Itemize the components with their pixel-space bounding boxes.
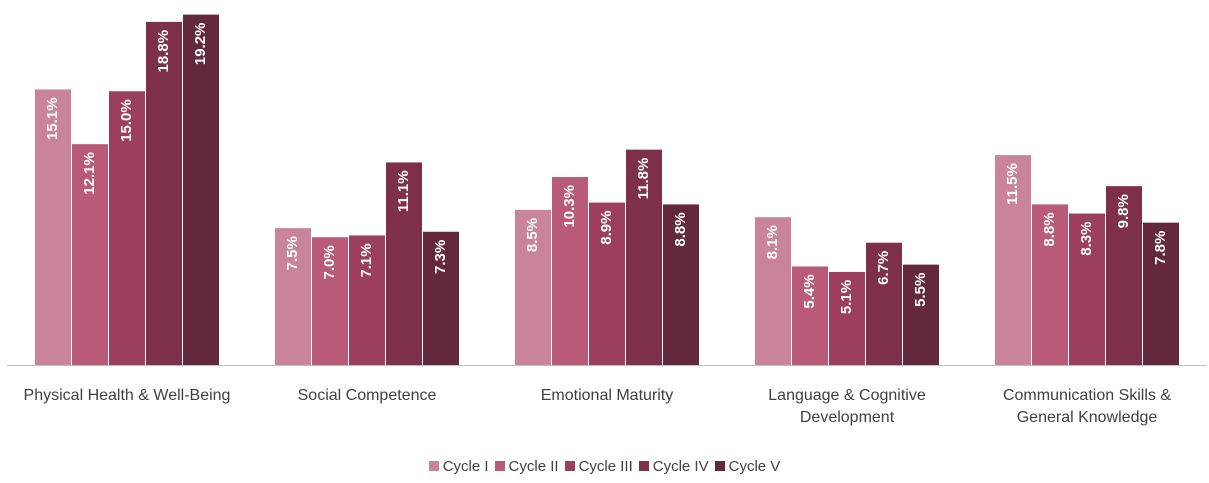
- value-label: 8.8%: [1041, 212, 1058, 246]
- bar: [829, 271, 865, 365]
- x-tick-label: Emotional Maturity: [540, 387, 674, 404]
- bar: [903, 264, 939, 365]
- bar: [423, 231, 459, 365]
- value-label: 8.5%: [524, 218, 541, 252]
- bar: [755, 217, 791, 365]
- value-label: 12.1%: [81, 152, 98, 195]
- value-label: 15.1%: [44, 97, 61, 140]
- bar: [1106, 186, 1142, 365]
- legend-label: Cycle I: [442, 458, 489, 475]
- legend-swatch: [638, 461, 649, 471]
- value-label: 7.1%: [358, 243, 375, 277]
- legend-item: Cycle II: [494, 458, 559, 475]
- value-label: 15.0%: [118, 99, 135, 142]
- value-label: 5.1%: [838, 280, 855, 314]
- legend-item: Cycle IV: [638, 458, 709, 475]
- bar: [995, 155, 1031, 365]
- value-label: 9.8%: [1115, 194, 1132, 228]
- value-label: 10.3%: [561, 185, 578, 228]
- bar: [1032, 204, 1068, 365]
- value-label: 19.2%: [192, 23, 209, 66]
- value-label: 8.9%: [598, 211, 615, 245]
- value-label: 11.5%: [1004, 163, 1021, 205]
- legend-item: Cycle I: [428, 458, 489, 475]
- value-label: 8.3%: [1078, 222, 1095, 256]
- value-label: 7.8%: [1152, 231, 1169, 265]
- legend-label: Cycle IV: [652, 458, 709, 475]
- bar: [35, 89, 71, 366]
- legend-label: Cycle III: [578, 458, 633, 475]
- legend-swatch: [564, 461, 575, 471]
- legend-swatch: [714, 461, 725, 471]
- legend-item: Cycle V: [714, 458, 781, 475]
- bar: [146, 21, 182, 366]
- x-tick-label: Social Competence: [297, 387, 437, 404]
- bar: [1069, 213, 1105, 365]
- value-label: 7.3%: [432, 240, 449, 274]
- x-tick-label: Physical Health & Well-Being: [23, 387, 231, 404]
- bar: [1143, 222, 1179, 365]
- legend-item: Cycle III: [564, 458, 633, 475]
- value-label: 5.5%: [912, 273, 929, 307]
- value-label: 8.1%: [764, 225, 781, 259]
- value-label: 6.7%: [875, 251, 892, 285]
- x-tick-label: Language & Cognitive Development: [768, 387, 926, 426]
- bar: [866, 242, 902, 365]
- legend-label: Cycle II: [508, 458, 559, 475]
- legend-swatch: [428, 461, 439, 471]
- value-label: 11.8%: [635, 158, 652, 200]
- value-label: 5.4%: [801, 274, 818, 308]
- legend-swatch: [494, 461, 505, 471]
- bar: [183, 14, 219, 365]
- value-label: 7.5%: [284, 236, 301, 270]
- bar: [349, 235, 385, 365]
- bar: [72, 144, 108, 365]
- bar: [663, 204, 699, 365]
- value-label: 8.8%: [672, 212, 689, 246]
- bar: [626, 149, 662, 365]
- bar: [589, 202, 625, 365]
- legend: Cycle I Cycle II Cycle III Cycle IV Cycle V: [0, 458, 1209, 475]
- bar: [792, 266, 828, 365]
- value-label: 7.0%: [321, 245, 338, 279]
- value-label: 18.8%: [155, 30, 172, 73]
- x-tick-label: Communication Skills & General Knowledge: [1002, 387, 1172, 426]
- bar: [275, 228, 311, 365]
- bar: [515, 209, 551, 365]
- value-label: 11.1%: [395, 170, 412, 212]
- legend-label: Cycle V: [728, 458, 781, 475]
- bar: [312, 237, 348, 365]
- bar: [552, 177, 588, 365]
- bar: [386, 162, 422, 365]
- bar: [109, 91, 145, 365]
